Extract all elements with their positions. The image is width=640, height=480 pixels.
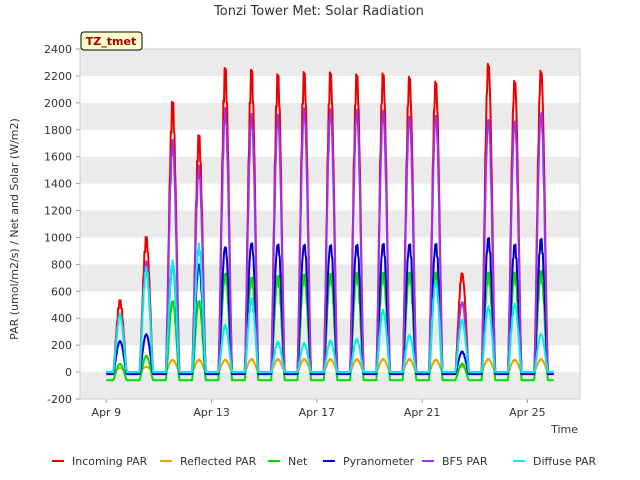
site-badge-box — [80, 31, 143, 51]
legend-label: Incoming PAR — [72, 455, 148, 468]
plot-band — [80, 210, 580, 238]
y-tick-label: 1800 — [44, 124, 72, 137]
site-badge-label: TZ_tmet — [86, 35, 136, 48]
x-tick-label: Apr 17 — [299, 406, 336, 419]
legend-label: BF5 PAR — [442, 455, 488, 468]
y-tick-label: 1400 — [44, 178, 72, 191]
y-tick-label: 600 — [51, 285, 72, 298]
x-tick-label: Apr 25 — [509, 406, 546, 419]
legend-label: Reflected PAR — [180, 455, 257, 468]
plot-band — [80, 156, 580, 184]
y-tick-label: 1600 — [44, 151, 72, 164]
legend: Incoming PAR Reflected PAR Net Pyranometer B… — [52, 455, 597, 468]
y-tick-label: 2000 — [44, 97, 72, 110]
x-axis-label: Time — [550, 423, 578, 436]
legend-label: Diffuse PAR — [533, 455, 597, 468]
y-tick-label: 2200 — [44, 70, 72, 83]
y-tick-label: 2400 — [44, 43, 72, 56]
plot-frame — [79, 48, 581, 400]
series-line — [106, 106, 554, 374]
chart-title: Tonzi Tower Met: Solar Radiation — [213, 4, 424, 19]
y-tick-label: 800 — [51, 258, 72, 271]
y-tick-label: 400 — [51, 312, 72, 325]
ticks-layer: -200 0 200 400 600 800 1000 1200 1400 1600 1800 200… — [44, 43, 546, 419]
series-layer — [106, 62, 554, 382]
series-line — [106, 242, 554, 374]
y-axis-label: PAR (umol/m2/s) / Net and Solar (W/m2) — [8, 118, 21, 340]
legend-label: Net — [288, 455, 308, 468]
plot-band — [80, 291, 580, 319]
x-tick-label: Apr 13 — [193, 406, 230, 419]
site-badge: TZ_tmet — [80, 31, 143, 51]
plot-band — [80, 183, 580, 211]
y-tick-label: 1000 — [44, 231, 72, 244]
x-tick-label: Apr 9 — [92, 406, 122, 419]
legend-label: Pyranometer — [343, 455, 415, 468]
plot-band — [80, 372, 580, 399]
y-tick-label: 200 — [51, 339, 72, 352]
x-tick-label: Apr 21 — [404, 406, 441, 419]
y-tick-label: 1200 — [44, 205, 72, 218]
y-tick-label: -200 — [47, 393, 72, 406]
y-tick-label: 0 — [65, 366, 72, 379]
